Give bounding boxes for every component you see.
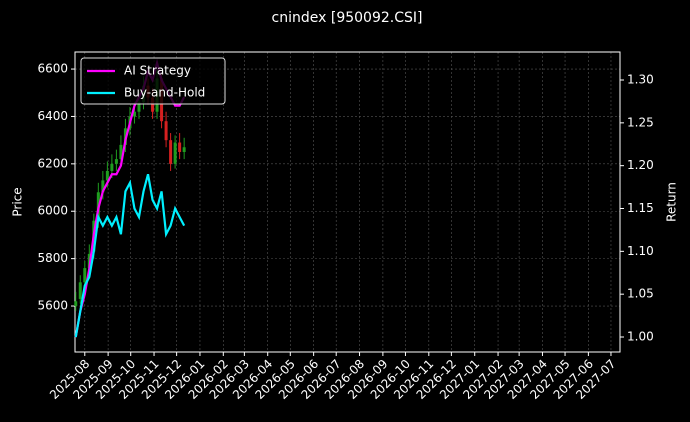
candle-body <box>83 268 87 283</box>
y2-tick-label: 1.15 <box>627 201 654 215</box>
candle-body <box>151 97 155 112</box>
candle-body <box>110 163 114 171</box>
candle-body <box>78 282 82 299</box>
y-tick-label: 6000 <box>37 204 68 218</box>
y2-tick-label: 1.20 <box>627 158 654 172</box>
candle-body <box>173 142 177 164</box>
y-axis-label: Price <box>11 187 25 216</box>
y2-axis-label: Return <box>665 182 679 222</box>
y-tick-label: 6400 <box>37 109 68 123</box>
y-tick-label: 5600 <box>37 299 68 313</box>
candle-body <box>182 147 186 152</box>
candle-body <box>164 121 168 141</box>
y2-tick-label: 1.25 <box>627 115 654 129</box>
y-tick-label: 6600 <box>37 62 68 76</box>
legend-label: AI Strategy <box>124 64 191 78</box>
candle-body <box>101 180 105 193</box>
plot-frame <box>74 51 621 353</box>
candle-body <box>119 144 123 160</box>
y-tick-label: 6200 <box>37 156 68 170</box>
y2-tick-label: 1.30 <box>627 73 654 87</box>
candle-body <box>74 301 78 307</box>
y2-tick-label: 1.00 <box>627 330 654 344</box>
candle-body <box>169 140 173 164</box>
chart-title: cnindex [950092.CSI] <box>272 10 423 26</box>
legend-label: Buy-and-Hold <box>124 86 205 100</box>
series-line <box>74 173 186 338</box>
candle-body <box>114 159 118 164</box>
candle-body <box>137 102 141 112</box>
legend-box <box>80 57 226 105</box>
legend: AI Strategy Buy-and-Hold <box>80 57 226 105</box>
candle-body <box>132 111 136 117</box>
y2-tick-label: 1.05 <box>627 287 654 301</box>
y2-tick-label: 1.10 <box>627 244 654 258</box>
candle-body <box>105 170 109 181</box>
candle-body <box>178 142 182 152</box>
y-tick-label: 5800 <box>37 251 68 265</box>
